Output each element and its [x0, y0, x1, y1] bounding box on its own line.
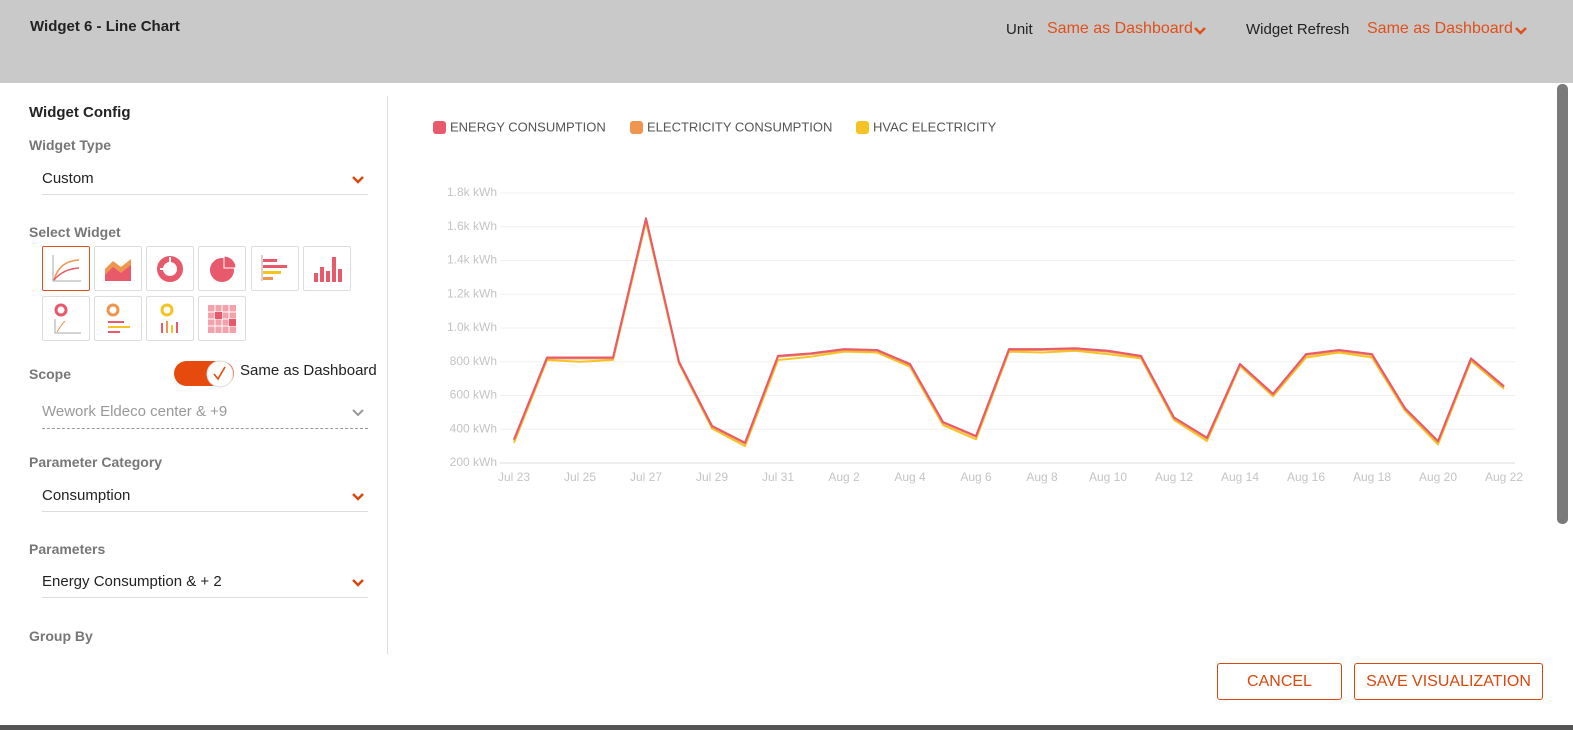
x-tick-label: Aug 6 [960, 470, 992, 484]
x-tick-label: Jul 25 [564, 470, 596, 484]
icon [160, 303, 178, 333]
combo-option[interactable] [94, 296, 142, 341]
scope-toggle[interactable] [173, 359, 237, 389]
combo-option[interactable] [42, 296, 90, 341]
chevron [352, 493, 364, 501]
y-tick-label: 400 kWh [450, 421, 497, 435]
widget-title: Widget 6 - Line Chart [30, 18, 180, 35]
refresh-label: Widget Refresh [1246, 21, 1350, 38]
x-tick-label: Aug 14 [1221, 470, 1259, 484]
scrollbar[interactable] [1557, 84, 1568, 524]
chevron [352, 176, 364, 184]
divider [387, 96, 388, 654]
series-line [513, 220, 1505, 448]
column-chart-option[interactable] [303, 246, 351, 291]
legend-label: HVAC ELECTRICITY [873, 119, 997, 134]
scope-label: Scope [29, 366, 72, 382]
heatmap-option[interactable] [198, 296, 246, 341]
combo-option[interactable] [146, 296, 194, 341]
x-tick-label: Aug 18 [1353, 470, 1391, 484]
x-tick-label: Aug 10 [1089, 470, 1127, 484]
x-tick-label: Aug 22 [1485, 470, 1523, 484]
chevron [1194, 27, 1206, 35]
icon [314, 257, 342, 282]
pie-chart-option[interactable] [198, 246, 246, 291]
icon [54, 303, 81, 334]
scope-toggle-label: Same as Dashboard [240, 362, 377, 379]
x-tick-label: Aug 16 [1287, 470, 1325, 484]
y-tick-label: 600 kWh [450, 388, 497, 402]
series-line [513, 217, 1505, 444]
header: Widget 6 - Line Chart Unit Same as Dashb… [0, 0, 1573, 83]
unit-label: Unit [1006, 21, 1033, 38]
parameter-category-label: Parameter Category [29, 454, 163, 470]
legend-label: ELECTRICITY CONSUMPTION [647, 119, 832, 134]
legend-swatch [856, 121, 869, 134]
bottom-edge [0, 725, 1573, 730]
area-chart-option[interactable] [94, 246, 142, 291]
scope-dropdown[interactable]: Wework Eldeco center & +9 [42, 398, 368, 429]
donut-chart-option[interactable] [146, 246, 194, 291]
series-line [513, 218, 1505, 445]
line-chart-option[interactable] [42, 246, 90, 291]
cancel-button[interactable]: CANCEL [1217, 663, 1342, 700]
icon [52, 255, 81, 282]
chevron [352, 409, 364, 417]
bar-chart-option[interactable] [251, 246, 299, 291]
icon [106, 303, 130, 333]
widget-type-dropdown[interactable]: Custom [42, 164, 368, 195]
x-tick-label: Jul 29 [696, 470, 728, 484]
widget-type-label: Widget Type [29, 137, 112, 153]
x-tick-label: Aug 20 [1419, 470, 1457, 484]
unit-dropdown[interactable]: Same as Dashboard [1047, 20, 1193, 37]
icon [208, 305, 236, 333]
legend-swatch [630, 121, 643, 134]
parameters-label: Parameters [29, 541, 106, 557]
y-tick-label: 1.8k kWh [447, 185, 497, 199]
y-tick-label: 800 kWh [450, 354, 497, 368]
legend-label: ENERGY CONSUMPTION [450, 119, 606, 134]
y-tick-label: 1.6k kWh [447, 219, 497, 233]
y-tick-label: 1.4k kWh [447, 253, 497, 267]
config-title: Widget Config [29, 104, 131, 121]
y-tick-label: 1.0k kWh [447, 320, 497, 334]
chevron [1515, 27, 1527, 35]
x-tick-label: Aug 2 [828, 470, 860, 484]
y-tick-label: 200 kWh [450, 455, 497, 469]
icon [210, 255, 237, 282]
scope-value: Wework Eldeco center & +9 [42, 403, 228, 420]
parameters-dropdown[interactable]: Energy Consumption & + 2 [42, 567, 368, 598]
x-tick-label: Aug 12 [1155, 470, 1193, 484]
x-tick-label: Jul 31 [762, 470, 794, 484]
group-by-label: Group By [29, 628, 93, 644]
parameter-category-value: Consumption [42, 487, 131, 504]
refresh-dropdown[interactable]: Same as Dashboard [1367, 20, 1513, 37]
save-button[interactable]: SAVE VISUALIZATION [1354, 663, 1543, 700]
select-widget-label: Select Widget [29, 224, 121, 240]
icon [261, 255, 287, 281]
icon [157, 256, 183, 282]
x-tick-label: Aug 8 [1026, 470, 1058, 484]
icon [105, 259, 131, 281]
chevron [352, 579, 364, 587]
x-tick-label: Jul 23 [498, 470, 530, 484]
legend-swatch [433, 121, 446, 134]
x-tick-label: Aug 4 [894, 470, 926, 484]
widget-type-value: Custom [42, 170, 94, 187]
y-tick-label: 1.2k kWh [447, 286, 497, 300]
x-tick-label: Jul 27 [630, 470, 662, 484]
chart: 200 kWh 400 kWh 600 kWh 800 kWh 1.0k kWh 1.2k… [433, 119, 1523, 484]
parameters-value: Energy Consumption & + 2 [42, 573, 222, 590]
parameter-category-dropdown[interactable]: Consumption [42, 481, 368, 512]
